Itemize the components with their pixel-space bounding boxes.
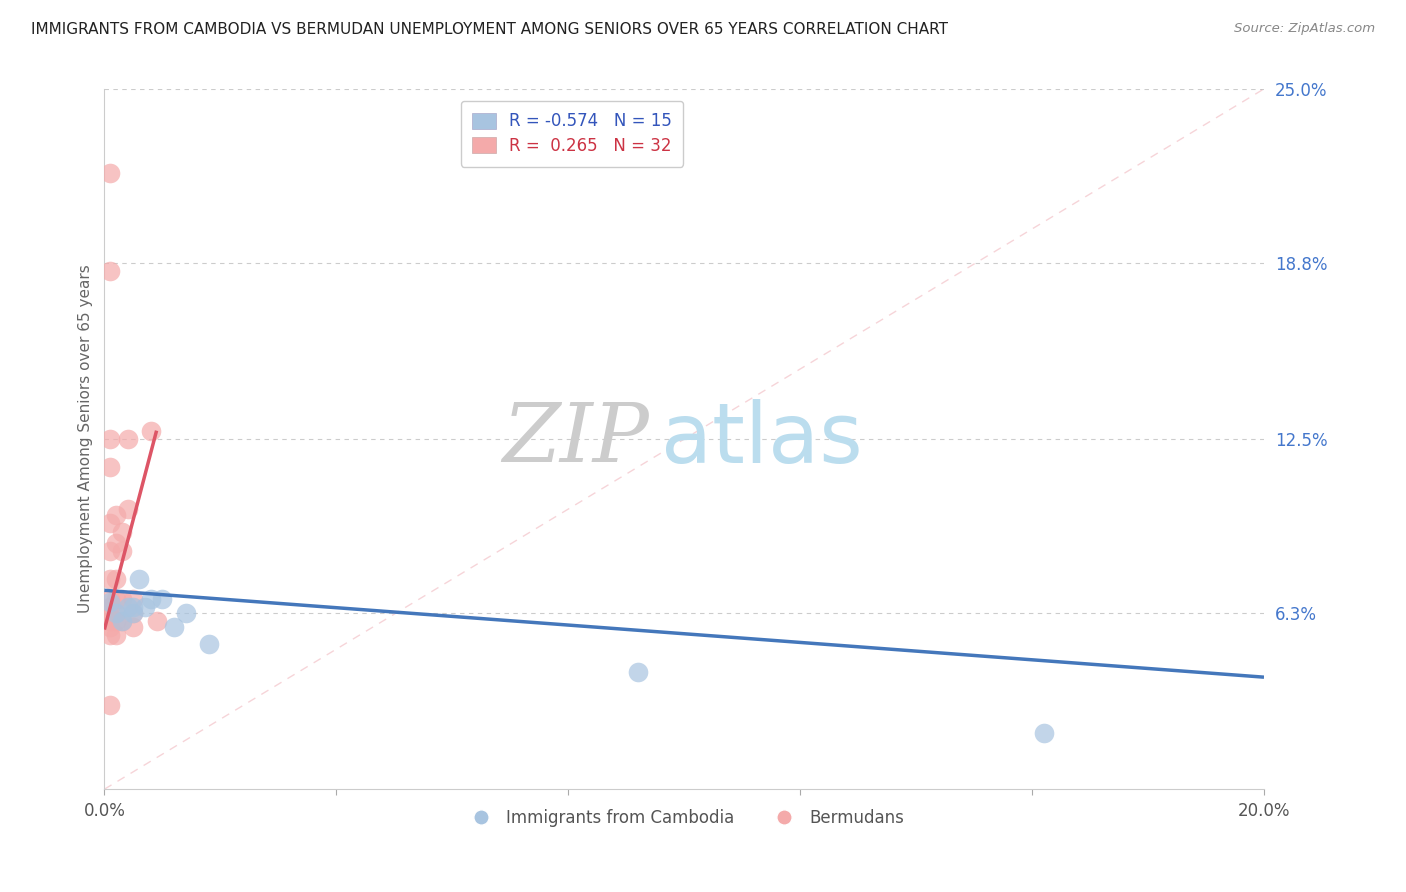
Point xyxy=(111,614,134,628)
Point xyxy=(111,544,134,558)
Point xyxy=(98,614,121,628)
Point xyxy=(98,620,121,634)
Point xyxy=(128,572,150,586)
Text: atlas: atlas xyxy=(661,399,863,480)
Point xyxy=(627,665,650,679)
Point xyxy=(98,628,121,642)
Point xyxy=(104,572,127,586)
Point xyxy=(139,424,162,438)
Point xyxy=(98,460,121,475)
Point xyxy=(145,614,167,628)
Point xyxy=(98,264,121,278)
Point xyxy=(98,591,121,606)
Point xyxy=(122,620,145,634)
Point xyxy=(98,608,121,623)
Point xyxy=(134,600,156,615)
Point xyxy=(104,606,127,620)
Text: Source: ZipAtlas.com: Source: ZipAtlas.com xyxy=(1234,22,1375,36)
Point xyxy=(98,516,121,530)
Point xyxy=(122,591,145,606)
Point xyxy=(104,508,127,522)
Point xyxy=(111,524,134,539)
Point xyxy=(98,432,121,446)
Point xyxy=(1032,726,1054,740)
Point xyxy=(104,606,127,620)
Point xyxy=(122,606,145,620)
Text: IMMIGRANTS FROM CAMBODIA VS BERMUDAN UNEMPLOYMENT AMONG SENIORS OVER 65 YEARS CO: IMMIGRANTS FROM CAMBODIA VS BERMUDAN UNE… xyxy=(31,22,948,37)
Point xyxy=(150,591,173,606)
Point xyxy=(117,432,139,446)
Point xyxy=(98,572,121,586)
Point xyxy=(122,600,145,615)
Point xyxy=(197,636,219,650)
Point xyxy=(111,591,134,606)
Point xyxy=(98,544,121,558)
Point xyxy=(139,591,162,606)
Point xyxy=(98,600,121,615)
Text: ZIP: ZIP xyxy=(502,399,650,479)
Point xyxy=(104,614,127,628)
Point xyxy=(163,620,186,634)
Point xyxy=(98,698,121,713)
Point xyxy=(122,606,145,620)
Point xyxy=(98,166,121,180)
Point xyxy=(98,594,121,608)
Point xyxy=(104,591,127,606)
Point xyxy=(174,606,197,620)
Point xyxy=(117,502,139,516)
Y-axis label: Unemployment Among Seniors over 65 years: Unemployment Among Seniors over 65 years xyxy=(79,265,93,614)
Legend: Immigrants from Cambodia, Bermudans: Immigrants from Cambodia, Bermudans xyxy=(457,802,911,833)
Point xyxy=(117,600,139,615)
Point xyxy=(104,628,127,642)
Point xyxy=(111,614,134,628)
Point xyxy=(104,535,127,549)
